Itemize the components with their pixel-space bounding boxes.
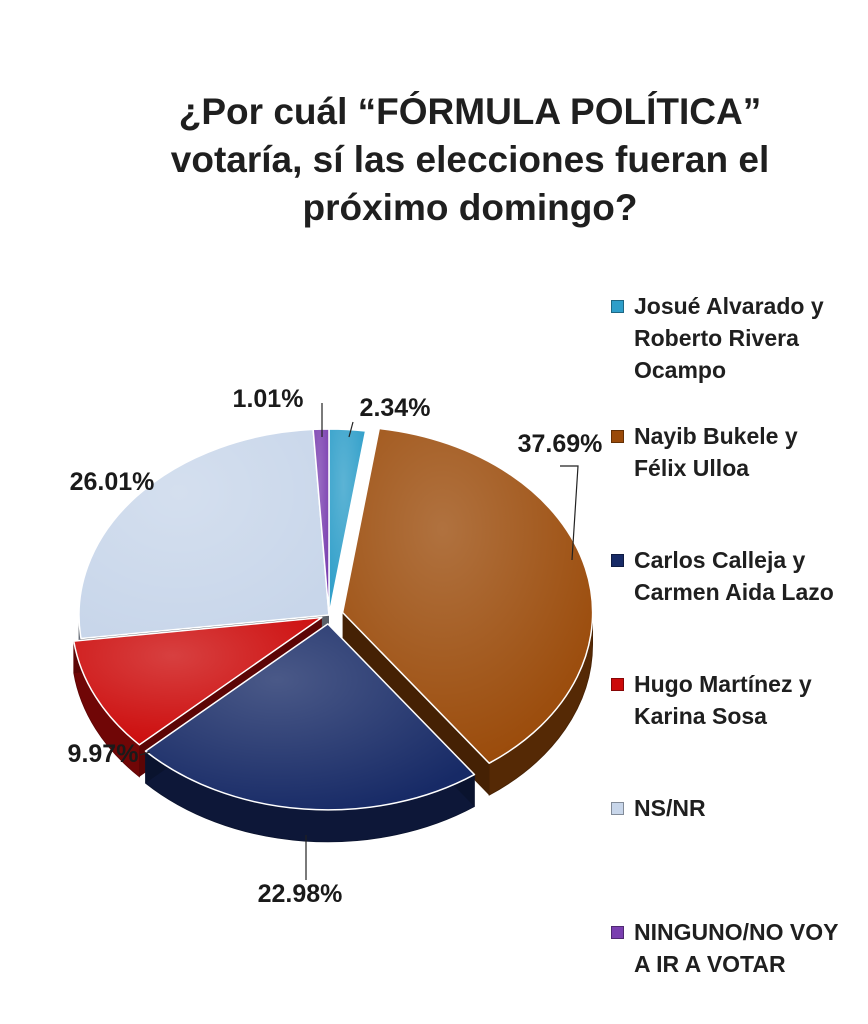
pie-slice-sheen-3 xyxy=(73,617,322,745)
legend-label: Hugo Martínez y Karina Sosa xyxy=(634,671,812,729)
legend-swatch xyxy=(611,802,624,815)
pie-slice-sheen-1 xyxy=(342,428,593,764)
data-label-5: 1.01% xyxy=(233,385,304,413)
pie-slice-sheen-4 xyxy=(79,429,329,639)
data-label-2: 22.98% xyxy=(258,880,343,908)
data-label-0: 2.34% xyxy=(360,394,431,422)
legend-swatch xyxy=(611,430,624,443)
chart-title-line-3: próximo domingo? xyxy=(302,187,638,228)
data-label-1: 37.69% xyxy=(518,430,603,458)
chart-title-line-2: votaría, sí las elecciones fueran el xyxy=(170,139,770,180)
pie-cut-1 xyxy=(342,612,490,796)
leader-line-3 xyxy=(139,751,151,756)
leader-line-0 xyxy=(348,421,354,438)
pie-slice-sheen-5 xyxy=(313,429,329,615)
legend-label: Josué Alvarado y Roberto Rivera Ocampo xyxy=(634,293,824,383)
leader-line-1 xyxy=(560,465,579,561)
legend-label: Nayib Bukele y Félix Ulloa xyxy=(634,423,798,481)
legend-swatch xyxy=(611,678,624,691)
legend-swatch xyxy=(611,554,624,567)
pie-slice-sheen-0 xyxy=(329,429,366,615)
data-label-3: 9.97% xyxy=(68,740,139,768)
legend-label: Carlos Calleja y Carmen Aida Lazo xyxy=(634,547,834,605)
pie-slice-sheen-2 xyxy=(145,623,475,810)
legend-swatch xyxy=(611,926,624,939)
data-labels: 2.34% 37.69% 22.98% 9.97% 26.01% 1.01% xyxy=(68,385,603,908)
legend-label: NINGUNO/NO VOY A IR A VOTAR xyxy=(634,919,839,977)
chart-title: ¿Por cuál “FÓRMULA POLÍTICA” votaría, sí… xyxy=(100,88,840,232)
legend-label: NS/NR xyxy=(634,795,706,821)
data-label-4: 26.01% xyxy=(70,468,155,496)
chart-title-line-1: ¿Por cuál “FÓRMULA POLÍTICA” xyxy=(178,91,762,132)
pie-tops xyxy=(73,427,594,811)
legend-swatch xyxy=(611,300,624,313)
